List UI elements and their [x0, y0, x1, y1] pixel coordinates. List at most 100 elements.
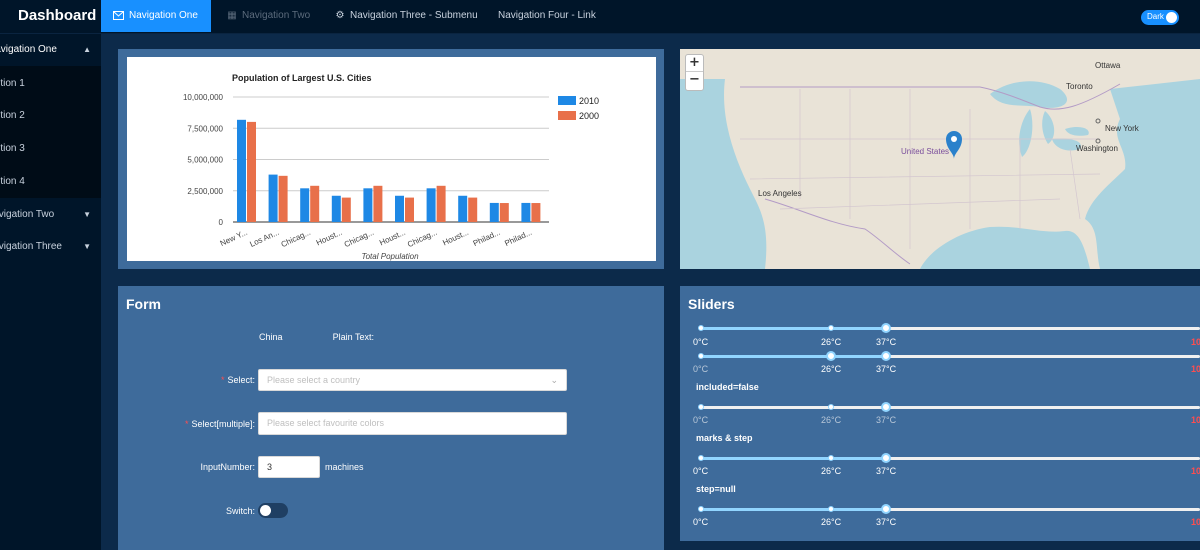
- slider-5-handle[interactable]: [881, 504, 891, 514]
- nav-navigation-one[interactable]: Navigation One: [101, 0, 211, 32]
- sidebar-item-label: Option 3: [0, 143, 25, 154]
- slider-dot: [828, 325, 834, 331]
- sidebar-item-option-2[interactable]: Option 2: [0, 100, 101, 132]
- map-background: [680, 79, 1200, 269]
- colors-multi-select-placeholder: Please select favourite colors: [267, 418, 385, 428]
- setting-icon: ⚙: [335, 10, 345, 21]
- chevron-down-icon: ▼: [83, 210, 91, 219]
- map-label-los-angeles: Los Angeles: [758, 189, 802, 198]
- sliders-title: Sliders: [688, 296, 735, 312]
- colors-multi-select[interactable]: Please select favourite colors: [258, 412, 567, 435]
- bar-2000: [405, 197, 414, 222]
- slider-mark-100: 10: [1191, 517, 1200, 527]
- slider-2-track: [700, 355, 886, 358]
- country-select[interactable]: Please select a country ⌄: [258, 369, 567, 391]
- location-marker-icon[interactable]: [946, 131, 962, 159]
- bar-2000: [341, 197, 351, 222]
- y-tick-label: 7,500,000: [187, 124, 223, 133]
- sidebar: Navigation One ▲ Option 1 Option 2 Optio…: [0, 34, 101, 550]
- slider-1-handle[interactable]: [881, 323, 891, 333]
- chevron-up-icon: ▲: [83, 45, 91, 54]
- bar-2010: [363, 188, 373, 222]
- slider-dot: [828, 506, 834, 512]
- slider-mark-26: 26°C: [821, 517, 842, 527]
- slider-mark-100: 10: [1191, 337, 1200, 347]
- slider-5-rail[interactable]: [700, 508, 1200, 511]
- map-label-ottawa: Ottawa: [1095, 61, 1121, 70]
- bar-2000: [468, 197, 478, 222]
- legend-label: 2000: [579, 111, 599, 121]
- slider-mark-0: 0°C: [693, 517, 709, 527]
- bar-chart: Population of Largest U.S. Cities 10,000,…: [127, 57, 656, 261]
- y-tick-label: 2,500,000: [187, 187, 223, 196]
- switch-label: Switch:: [225, 506, 255, 516]
- bar-2010: [489, 202, 499, 222]
- bar-2000: [373, 185, 383, 222]
- slider-dot: [698, 455, 704, 461]
- slider-5-label: step=null: [696, 484, 736, 494]
- y-tick-label: 5,000,000: [187, 156, 223, 165]
- theme-toggle[interactable]: Dark: [1141, 10, 1179, 25]
- legend-label: 2010: [579, 96, 599, 106]
- chart-title: Population of Largest U.S. Cities: [232, 73, 372, 83]
- legend-swatch: [558, 96, 576, 105]
- chevron-down-icon: ⌄: [550, 375, 558, 385]
- y-tick-label: 10,000,000: [183, 93, 224, 102]
- slider-3-handle[interactable]: [881, 402, 891, 412]
- zoom-out-button[interactable]: −: [689, 72, 700, 87]
- form-switch[interactable]: [258, 503, 288, 518]
- input-number-label: InputNumber:: [200, 462, 255, 472]
- nav-navigation-two[interactable]: ▦ Navigation Two: [214, 0, 322, 32]
- slider-2-rail[interactable]: [700, 355, 1200, 358]
- sidebar-item-navigation-three[interactable]: Navigation Three ▼: [0, 231, 101, 263]
- slider-4-label: marks & step: [696, 433, 753, 443]
- nav-navigation-four[interactable]: Navigation Four - Link: [486, 0, 608, 32]
- slider-4-track: [700, 457, 886, 460]
- switch-knob: [260, 505, 271, 516]
- slider-mark-26: 26°C: [821, 364, 842, 374]
- slider-dot: [828, 404, 834, 410]
- slider-dot: [698, 325, 704, 331]
- select-label: * Select:: [221, 375, 255, 385]
- select-multiple-label: * Select[multiple]:: [185, 419, 255, 429]
- sidebar-item-navigation-two[interactable]: Navigation Two ▼: [0, 199, 101, 231]
- slider-3-rail[interactable]: [700, 406, 1200, 409]
- slider-mark-0: 0°C: [693, 337, 709, 347]
- slider-4-handle[interactable]: [881, 453, 891, 463]
- slider-mark-37: 37°C: [876, 337, 897, 347]
- x-tick-label: Chicag...: [280, 228, 312, 250]
- sidebar-item-label: Navigation Two: [0, 209, 55, 220]
- required-mark: *: [184, 419, 189, 429]
- sidebar-item-option-4[interactable]: Option 4: [0, 166, 101, 198]
- slider-dot: [698, 506, 704, 512]
- sidebar-item-navigation-one[interactable]: Navigation One ▲: [0, 34, 101, 66]
- appstore-icon: ▦: [227, 10, 237, 21]
- nav-navigation-three[interactable]: ⚙ Navigation Three - Submenu: [322, 0, 490, 32]
- slider-mark-37: 37°C: [876, 466, 897, 476]
- machines-input-number[interactable]: 3: [258, 456, 320, 478]
- sidebar-item-option-1[interactable]: Option 1: [0, 68, 101, 100]
- machines-input-value: 3: [267, 462, 273, 472]
- slider-mark-0: 0°C: [693, 415, 709, 425]
- bar-2000: [436, 185, 446, 222]
- slider-2-handle-start[interactable]: [826, 351, 836, 361]
- required-mark: *: [220, 375, 225, 385]
- map-view[interactable]: + − Ottawa Toronto New York Washington U…: [680, 49, 1200, 269]
- mail-icon: [113, 11, 124, 20]
- bar-2010: [521, 202, 531, 222]
- bar-2000: [278, 175, 288, 222]
- plain-text-value: China: [259, 332, 283, 342]
- form-title: Form: [126, 296, 161, 312]
- slider-mark-0: 0°C: [693, 364, 709, 374]
- legend-swatch: [558, 111, 576, 120]
- theme-toggle-label: Dark: [1147, 12, 1164, 21]
- slider-2-handle-end[interactable]: [881, 351, 891, 361]
- zoom-in-button[interactable]: +: [686, 55, 703, 72]
- sidebar-item-option-3[interactable]: Option 3: [0, 133, 101, 165]
- slider-4-rail[interactable]: [700, 457, 1200, 460]
- bar-2010: [331, 195, 341, 222]
- slider-mark-100: 10: [1191, 364, 1200, 374]
- nav-label: Navigation One: [129, 10, 198, 21]
- x-axis-label: Total Population: [361, 252, 419, 261]
- slider-1-rail[interactable]: [700, 327, 1200, 330]
